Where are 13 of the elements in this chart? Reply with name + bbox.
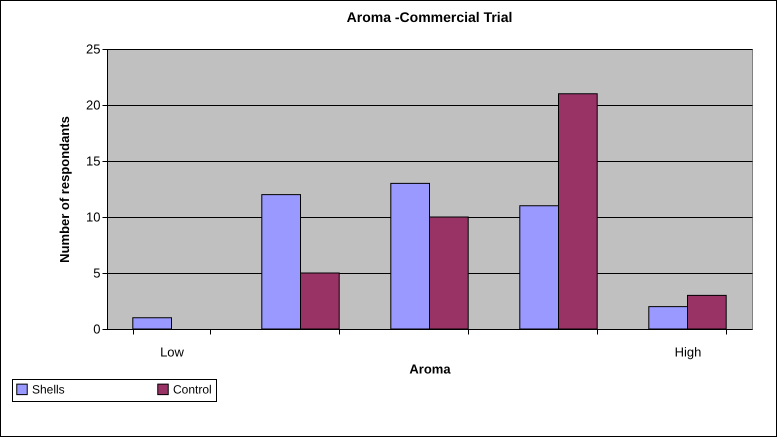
x-axis-title: Aroma bbox=[409, 362, 452, 376]
x-tick-label: High bbox=[674, 344, 702, 360]
y-tick-label: 20 bbox=[86, 98, 100, 112]
y-tick-label: 10 bbox=[86, 210, 100, 224]
y-tick-label: 15 bbox=[86, 154, 100, 168]
chart-title: Aroma -Commercial Trial bbox=[346, 9, 512, 25]
y-tick-label: 0 bbox=[93, 322, 100, 336]
y-tick-label: 5 bbox=[93, 266, 100, 280]
legend-label: Shells bbox=[32, 382, 65, 396]
y-axis-title: Number of respondants bbox=[57, 116, 72, 263]
legend-label: Control bbox=[173, 382, 212, 396]
y-tick-label: 25 bbox=[86, 42, 100, 56]
x-tick-label: Low bbox=[160, 344, 185, 360]
